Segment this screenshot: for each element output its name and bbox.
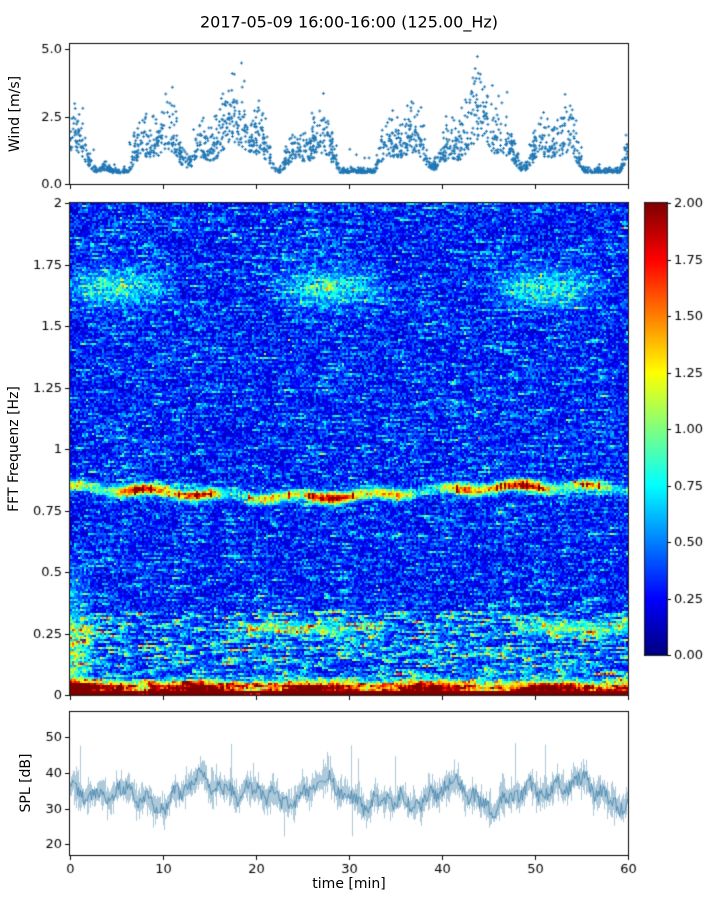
wind-scatter-plot	[70, 44, 628, 184]
time-xlabel: time [min]	[312, 876, 386, 892]
spl-line-plot	[70, 712, 628, 855]
figure-title: 2017-05-09 16:00-16:00 (125.00_Hz)	[199, 12, 499, 32]
fft-frequency-ylabel: FFT Frequenz [Hz]	[6, 386, 22, 512]
fft-spectrogram	[70, 203, 628, 695]
colorbar	[645, 203, 667, 655]
spl-ylabel: SPL [dB]	[18, 753, 34, 813]
wind-ylabel: Wind [m/s]	[7, 75, 23, 153]
